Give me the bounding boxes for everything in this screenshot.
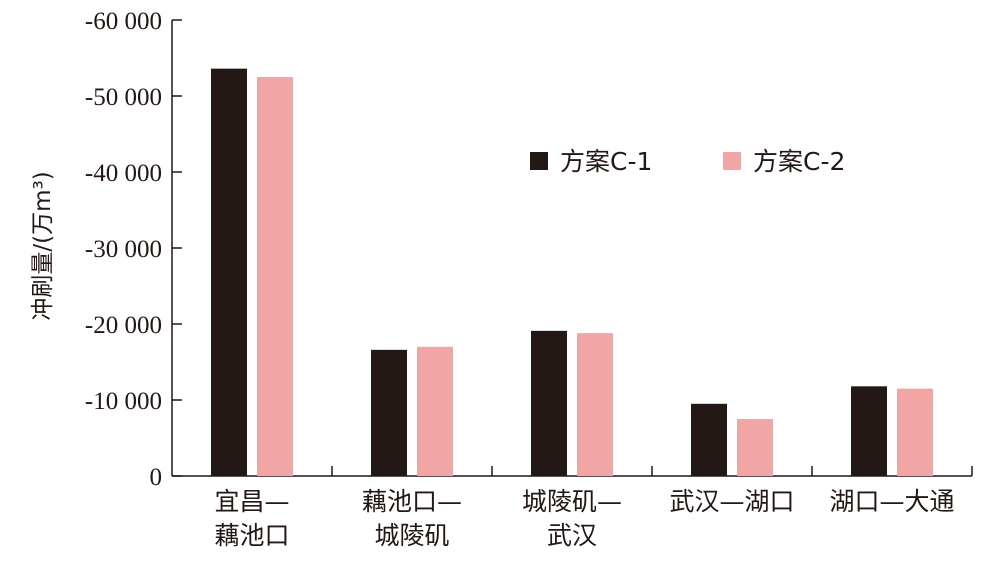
y-axis-label: 冲刷量/(万m³)	[30, 171, 56, 320]
x-tick-label: 武汉	[547, 521, 597, 550]
y-tick-label: -40 000	[85, 160, 162, 187]
bar-方案C-1-2	[531, 330, 567, 476]
y-tick-label: -10 000	[85, 388, 162, 415]
y-tick-label: -30 000	[85, 236, 162, 263]
bar-方案C-1-1	[371, 349, 407, 476]
legend-swatch	[530, 152, 548, 170]
y-tick-label: -50 000	[85, 84, 162, 111]
legend-label: 方案C-2	[753, 147, 845, 176]
y-tick-label: -60 000	[85, 8, 162, 35]
x-tick-label: 武汉—湖口	[669, 487, 794, 516]
bar-方案C-1-0	[211, 68, 247, 476]
x-tick-label: 藕池口—	[362, 487, 462, 516]
bar-方案C-1-4	[851, 386, 887, 476]
bar-方案C-2-4	[897, 388, 933, 476]
legend: 方案C-1 方案C-2	[530, 147, 845, 176]
x-tick-label: 湖口—大通	[829, 487, 954, 516]
x-axis	[172, 466, 973, 477]
bar-方案C-2-0	[257, 77, 293, 476]
x-tick-label: 宜昌—	[214, 487, 289, 516]
bar-方案C-2-3	[737, 419, 773, 476]
y-tick-label: -20 000	[85, 312, 162, 339]
x-tick-label: 藕池口	[214, 521, 289, 550]
legend-label: 方案C-1	[560, 147, 652, 176]
legend-swatch	[723, 152, 741, 170]
bar-方案C-2-2	[577, 333, 613, 476]
y-tick-label: 0	[150, 464, 163, 491]
bar-方案C-1-3	[691, 403, 727, 476]
x-tick-label: 城陵矶	[374, 521, 449, 550]
y-axis: 0 -10 000 -20 000 -30 000 -40 000 -50 000 -60 …	[85, 8, 182, 491]
category-labels: 宜昌— 藕池口 藕池口— 城陵矶 城陵矶— 武汉 武汉—湖口 湖口—大通	[214, 487, 954, 550]
bar-方案C-2-1	[417, 346, 453, 476]
x-tick-label: 城陵矶—	[522, 487, 622, 516]
bars	[211, 68, 933, 476]
